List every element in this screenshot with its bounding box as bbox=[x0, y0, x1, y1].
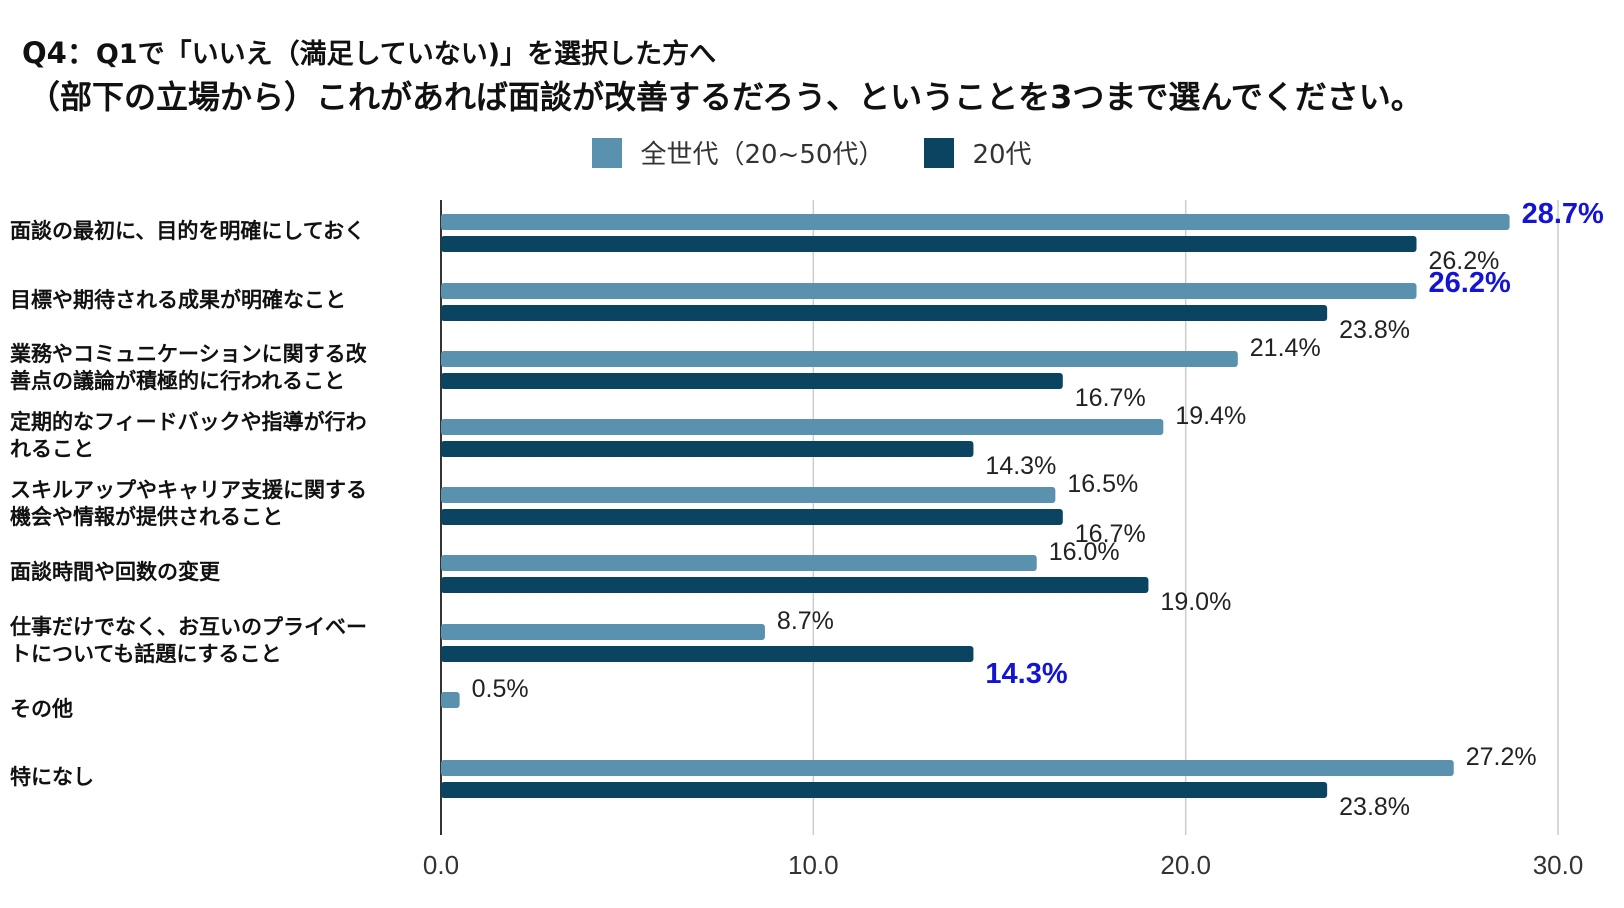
chart-title-line1: Q4：Q1で「いいえ（満足していない)」を選択した方へ bbox=[22, 30, 716, 72]
bar-all-ages bbox=[441, 555, 1037, 571]
category-label: その他 bbox=[10, 696, 415, 723]
data-label: 8.7% bbox=[777, 607, 834, 635]
category-label: 面談の最初に、目的を明確にしておく bbox=[10, 218, 415, 245]
category-label-line: 面談時間や回数の変更 bbox=[10, 559, 220, 584]
bar-all-ages bbox=[441, 283, 1417, 299]
category-label-line: 善点の議論が積極的に行われること bbox=[10, 369, 345, 393]
data-label: 16.7% bbox=[1075, 384, 1146, 412]
bar-all-ages bbox=[441, 760, 1454, 776]
category-label-line: 機会や情報が提供されること bbox=[10, 505, 283, 529]
data-label: 16.7% bbox=[1075, 520, 1146, 548]
category-label: スキルアップやキャリア支援に関する 機会や情報が提供されること bbox=[10, 477, 415, 531]
category-label-line: トについても話題にすること bbox=[10, 642, 282, 666]
legend-label-all-ages: 全世代（20~50代） bbox=[640, 140, 885, 170]
bar-twenties bbox=[441, 782, 1328, 798]
x-tick-label: 20.0 bbox=[1160, 850, 1211, 880]
x-tick-label: 30.0 bbox=[1533, 850, 1584, 880]
data-label: 14.3% bbox=[985, 658, 1067, 690]
data-label: 28.7% bbox=[1522, 198, 1604, 230]
bar-all-ages bbox=[441, 419, 1164, 435]
category-label: 業務やコミュニケーションに関する改 善点の議論が積極的に行われること bbox=[10, 341, 415, 395]
question-prefix: Q4： bbox=[22, 36, 96, 70]
category-label-line: スキルアップやキャリア支援に関する bbox=[10, 478, 367, 502]
data-label: 16.5% bbox=[1067, 470, 1138, 498]
category-label-line: 仕事だけでなく、お互いのプライベー bbox=[10, 615, 367, 639]
bar-all-ages bbox=[441, 487, 1056, 503]
data-label: 16.0% bbox=[1049, 538, 1120, 566]
bar-twenties bbox=[441, 441, 974, 457]
legend-label-twenties: 20代 bbox=[972, 140, 1032, 170]
category-label: 目標や期待される成果が明確なこと bbox=[10, 287, 415, 314]
data-label: 0.5% bbox=[472, 675, 529, 703]
legend-swatch-all-ages bbox=[592, 137, 623, 168]
data-label: 23.8% bbox=[1339, 793, 1410, 821]
x-tick-label: 10.0 bbox=[788, 850, 839, 880]
category-label-line: れること bbox=[10, 437, 94, 461]
category-label: 面談時間や回数の変更 bbox=[10, 559, 415, 586]
bar-twenties bbox=[441, 509, 1063, 525]
category-label-line: 業務やコミュニケーションに関する改 bbox=[10, 342, 367, 366]
category-label: 定期的なフィードバックや指導が行わ れること bbox=[10, 409, 415, 463]
chart-title-line2: （部下の立場から）これがあれば面談が改善するだろう、ということを3つまで選んでく… bbox=[28, 78, 1423, 116]
data-label: 27.2% bbox=[1466, 743, 1537, 771]
bar-twenties bbox=[441, 373, 1063, 389]
data-label: 21.4% bbox=[1250, 334, 1321, 362]
data-label: 23.8% bbox=[1339, 316, 1410, 344]
legend: 全世代（20~50代） 20代 bbox=[0, 134, 1624, 171]
bar-twenties bbox=[441, 236, 1417, 252]
data-label: 19.4% bbox=[1175, 402, 1246, 430]
question-text-line1: Q1で「いいえ（満足していない)」を選択した方へ bbox=[95, 39, 717, 70]
bar-all-ages bbox=[441, 624, 765, 640]
legend-item-twenties: 20代 bbox=[924, 134, 1032, 171]
bar-twenties bbox=[441, 577, 1149, 593]
bar-all-ages bbox=[441, 692, 460, 708]
legend-item-all-ages: 全世代（20~50代） bbox=[592, 134, 884, 171]
data-label: 19.0% bbox=[1160, 588, 1231, 616]
category-label-line: その他 bbox=[10, 696, 73, 721]
data-label: 26.2% bbox=[1429, 267, 1511, 299]
category-label: 仕事だけでなく、お互いのプライベー トについても話題にすること bbox=[10, 614, 415, 668]
category-label: 特になし bbox=[10, 764, 415, 791]
bar-twenties bbox=[441, 646, 974, 662]
category-label-line: 面談の最初に、目的を明確にしておく bbox=[10, 218, 366, 243]
category-label-line: 特になし bbox=[10, 764, 94, 789]
x-tick-label: 0.0 bbox=[423, 850, 459, 880]
category-label-line: 定期的なフィードバックや指導が行わ bbox=[10, 410, 367, 434]
legend-swatch-twenties bbox=[924, 137, 955, 168]
category-label-line: 目標や期待される成果が明確なこと bbox=[10, 287, 346, 312]
bar-all-ages bbox=[441, 214, 1510, 230]
data-label: 26.2% bbox=[1429, 247, 1500, 275]
bar-twenties bbox=[441, 305, 1328, 321]
data-label: 14.3% bbox=[985, 452, 1056, 480]
bar-all-ages bbox=[441, 351, 1238, 367]
